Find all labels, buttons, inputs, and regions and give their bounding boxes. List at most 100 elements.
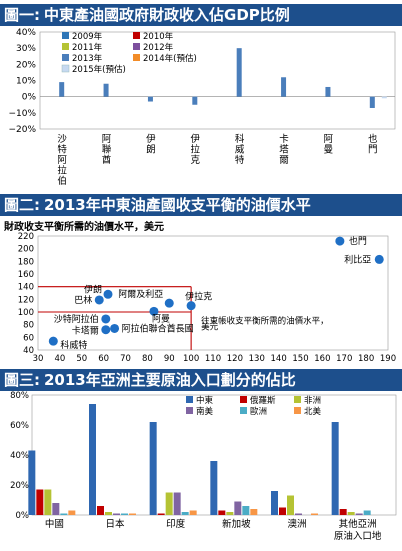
chart1-legend-label: 2010年 (143, 31, 174, 42)
chart3-bar (181, 512, 189, 515)
chart3-y-tick-label: 80% (10, 391, 29, 401)
chart3-legend-label: 俄羅斯 (250, 395, 276, 406)
chart3-y-tick-label: 20% (10, 481, 29, 491)
chart3-x-tick-label: 原油入口地 (334, 530, 382, 542)
chart3-bar (68, 510, 76, 515)
chart3-bar (165, 492, 173, 515)
chart2-point-label: 伊朗 (84, 283, 102, 295)
chart2-y-tick-label: 80 (23, 321, 34, 331)
chart2-point (186, 301, 196, 311)
chart1-x-tick-label: 伊 (191, 133, 201, 145)
chart2-reference-label: 美元 (201, 322, 219, 333)
chart3-legend-swatch (186, 396, 193, 403)
chart1-x-tick-label: 伯 (57, 175, 67, 187)
chart2-subtitle: 財政收支平衡所需的油價水平，美元 (4, 222, 164, 233)
chart3-bar (339, 509, 347, 515)
chart3-bar (331, 422, 339, 515)
chart1-bar (147, 96, 153, 102)
chart2-plot-area (37, 235, 389, 351)
chart1-bar (381, 96, 387, 99)
chart2-x-tick-label: 150 (292, 354, 308, 364)
chart2-point (101, 325, 111, 335)
chart1-x-tick-label: 伊 (146, 133, 156, 145)
chart2-point-label: 阿拉伯聯合酋長國 (122, 322, 194, 334)
chart3-legend-label: 南美 (196, 406, 214, 417)
chart1-legend-swatch (62, 43, 69, 50)
chart2-x-tick-label: 120 (227, 354, 243, 364)
chart3-title: 2013年亞洲主要原油入口劃分的佔比 (44, 371, 296, 389)
chart3-bar (121, 513, 128, 515)
chart1-x-tick-label: 聯 (102, 144, 112, 156)
chart1-x-tick-label: 門 (368, 145, 378, 156)
chart2-point (101, 314, 111, 324)
chart2-panel: 40 60 80 100 120 140 160 180 200 220 30 40 50 60 70 80 9… (0, 230, 402, 366)
chart1-y-tick-label: 30% (16, 44, 36, 54)
chart1-x-tick-label: 也 (368, 133, 378, 145)
chart1-bar (369, 96, 375, 108)
chart1-title: 中東產油國政府財政收入佔GDP比例 (44, 6, 290, 24)
chart3-bar (157, 513, 165, 515)
chart2-point-label: 巴林 (74, 294, 92, 306)
chart3-x-tick-label: 新加坡 (222, 518, 251, 530)
chart3-bar (129, 513, 136, 515)
chart3-bar (149, 422, 157, 515)
chart3-bar (242, 506, 250, 515)
chart1-number: 圖一: (4, 6, 40, 24)
chart1-bar (236, 48, 242, 97)
chart2-x-tick-label: 180 (358, 354, 374, 364)
chart2-x-tick-label: 80 (142, 354, 153, 364)
chart3-bar (113, 513, 120, 515)
chart1-x-tick-label: 阿 (102, 134, 112, 145)
chart3-legend-swatch (240, 407, 247, 414)
chart2-x-tick-label: 110 (205, 354, 221, 364)
chart1-x-tick-label: 爾 (279, 155, 289, 166)
chart3-legend-label: 歐洲 (250, 406, 267, 417)
chart1-y-tick-label: 40% (16, 28, 36, 38)
chart2-title: 2013年中東油產國收支平衡的油價水平 (44, 196, 311, 214)
chart3-x-tick-label: 其他亞洲 (339, 518, 377, 530)
chart3-x-tick-label: 澳洲 (287, 518, 306, 530)
chart3-bar (189, 510, 197, 515)
chart1-x-tick-label: 特 (57, 144, 67, 156)
chart2-x-tick-label: 100 (183, 354, 199, 364)
chart1-legend-label: 2015年(預估) (72, 64, 126, 75)
chart1-y-tick-label: −20% (8, 125, 36, 135)
chart1-x-tick-label: 威 (235, 144, 245, 156)
chart2-point-label: 阿爾及利亞 (118, 288, 163, 300)
chart2-y-tick-label: 100 (18, 308, 34, 318)
chart1-bar (192, 96, 198, 105)
chart3-legend-swatch (186, 407, 193, 414)
chart1-legend-label: 2011年 (72, 42, 103, 53)
chart3-bar (234, 501, 242, 515)
chart1-x-tick-label: 卡 (279, 133, 289, 145)
chart2-point-label: 利比亞 (344, 253, 371, 265)
chart2-point-label: 阿曼 (152, 313, 170, 324)
chart1-x-tick-label: 拉 (57, 165, 67, 177)
chart3-bar (271, 491, 278, 515)
chart1-legend-swatch (61, 64, 70, 73)
chart1-legend-swatch (62, 32, 69, 39)
chart3-banner: 圖三: 2013年亞洲主要原油入口劃分的佔比 (0, 369, 402, 391)
chart1-legend-swatch (133, 43, 140, 50)
chart1-x-tick-label: 特 (235, 154, 245, 166)
chart2-point-label: 卡塔爾 (72, 325, 99, 337)
chart3-legend-label: 中東 (196, 395, 214, 406)
chart1-x-tick-label: 酋 (102, 154, 112, 166)
chart2-x-tick-label: 140 (271, 354, 287, 364)
chart2-y-tick-label: 200 (18, 245, 34, 255)
chart2-point (110, 323, 120, 333)
chart3-legend-swatch (240, 396, 247, 403)
chart2-point (48, 336, 58, 346)
chart1-x-tick-label: 阿 (324, 134, 334, 145)
chart2-y-tick-label: 120 (18, 295, 34, 305)
chart1-legend-label: 2013年 (72, 53, 103, 64)
chart3-bar (89, 404, 96, 515)
chart2-point-label: 伊拉克 (185, 291, 212, 303)
chart2-x-tick-label: 190 (380, 354, 396, 364)
chart3-x-tick-label: 中國 (45, 518, 64, 530)
chart2-x-tick-label: 30 (33, 354, 44, 364)
chart3-legend-label: 北美 (304, 406, 322, 417)
chart1-legend-swatch (133, 32, 140, 39)
chart3-y-tick-label: 0% (16, 511, 30, 521)
